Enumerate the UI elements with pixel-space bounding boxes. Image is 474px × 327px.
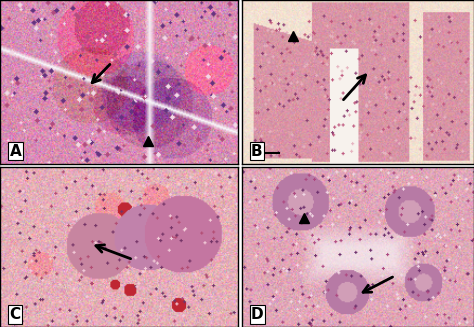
- Text: B: B: [251, 144, 263, 159]
- Text: C: C: [9, 307, 21, 322]
- Text: D: D: [251, 307, 264, 322]
- Text: A: A: [9, 144, 21, 159]
